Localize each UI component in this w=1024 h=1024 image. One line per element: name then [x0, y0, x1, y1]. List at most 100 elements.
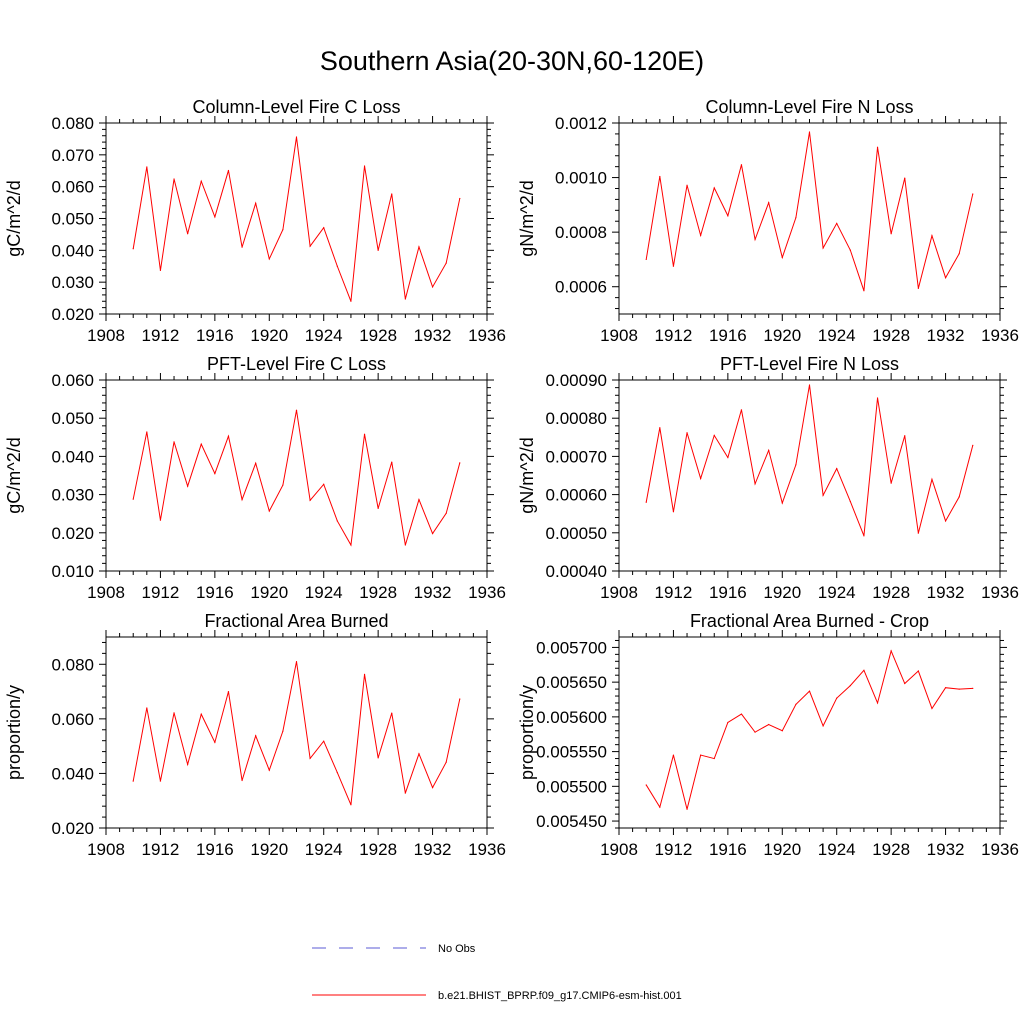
data-point [295, 409, 298, 411]
data-point [173, 441, 175, 443]
data-point [876, 146, 879, 148]
x-tick-label: 1924 [305, 583, 343, 602]
x-tick-label: 1916 [709, 840, 747, 859]
x-tick-label: 1924 [818, 326, 856, 345]
x-tick-label: 1916 [709, 583, 747, 602]
data-point [173, 712, 175, 714]
y-tick-label: 0.00070 [546, 447, 607, 466]
x-tick-label: 1928 [359, 326, 397, 345]
data-point [173, 178, 175, 180]
data-point [944, 520, 947, 522]
data-point [740, 713, 743, 715]
plot-frame [105, 636, 488, 829]
x-tick-label: 1928 [872, 326, 910, 345]
data-point [931, 235, 933, 237]
x-tick-label: 1908 [600, 326, 638, 345]
y-tick-label: 0.030 [51, 486, 94, 505]
data-point [309, 245, 311, 247]
data-point [890, 650, 892, 652]
x-tick-label: 1936 [468, 326, 506, 345]
data-point [836, 697, 838, 699]
data-point [686, 808, 688, 810]
panel-title: PFT-Level Fire N Loss [720, 354, 899, 374]
data-point [822, 725, 824, 727]
y-tick-label: 0.005650 [536, 673, 607, 692]
data-point [645, 501, 647, 503]
data-point [645, 784, 647, 786]
y-axis-label: gN/m^2/d [517, 180, 537, 256]
data-point [645, 258, 647, 261]
x-tick-label: 1928 [359, 840, 397, 859]
y-tick-label: 0.0010 [555, 169, 607, 188]
y-tick-label: 0.020 [51, 305, 94, 324]
data-point [214, 741, 216, 743]
data-point [727, 215, 729, 217]
data-point [958, 688, 960, 690]
data-point [849, 685, 851, 687]
x-tick-label: 1924 [305, 840, 343, 859]
data-point [768, 723, 770, 726]
data-point [672, 754, 675, 756]
data-point [917, 670, 919, 672]
data-point [418, 246, 420, 248]
data-point [227, 435, 230, 437]
x-tick-label: 1928 [872, 583, 910, 602]
y-axis-label: proportion/y [4, 685, 24, 780]
series-line [645, 649, 973, 810]
data-point [391, 193, 393, 195]
data-point [672, 511, 675, 513]
chart-panel-4: 1908 1912 1916 1920 1924 1928 1932 1936 0.00040 0… [517, 354, 1019, 602]
plot-frame [105, 379, 488, 572]
x-tick-label: 1912 [142, 840, 180, 859]
data-point [227, 690, 230, 693]
data-point [958, 253, 960, 255]
data-point [309, 499, 311, 501]
data-point [187, 485, 189, 487]
x-tick-label: 1912 [142, 583, 180, 602]
x-tick-label: 1932 [414, 583, 452, 602]
y-axis-label: proportion/y [517, 685, 537, 780]
x-tick-label: 1936 [981, 840, 1019, 859]
chart-panel-2: 1908 1912 1916 1920 1924 1928 1932 1936 0.0006 0.… [517, 97, 1019, 345]
data-point [659, 175, 661, 178]
data-point [200, 443, 202, 445]
x-tick-label: 1916 [196, 840, 234, 859]
data-point [363, 673, 366, 675]
y-tick-label: 0.0008 [555, 223, 607, 242]
data-point [700, 234, 702, 237]
data-point [336, 520, 338, 522]
data-point [931, 707, 933, 710]
data-point [404, 544, 406, 546]
data-point [187, 233, 189, 235]
data-point [836, 222, 838, 225]
data-point [255, 735, 257, 737]
series-line [132, 410, 461, 547]
data-point [282, 730, 284, 732]
data-point [132, 498, 134, 500]
data-point [146, 707, 148, 709]
data-point [323, 227, 325, 229]
x-tick-label: 1920 [250, 583, 288, 602]
data-point [418, 753, 420, 755]
x-tick-label: 1908 [87, 326, 125, 345]
data-point [972, 444, 974, 446]
data-point [363, 433, 366, 435]
y-tick-label: 0.0006 [555, 278, 607, 297]
data-point [445, 262, 447, 264]
x-tick-label: 1924 [305, 326, 343, 345]
y-tick-label: 0.050 [51, 210, 94, 229]
data-point [200, 713, 202, 715]
data-point [268, 769, 270, 771]
data-point [713, 187, 715, 189]
data-point [904, 682, 906, 685]
x-tick-label: 1920 [250, 840, 288, 859]
y-tick-label: 0.070 [51, 146, 94, 165]
data-point [255, 462, 257, 464]
plot-frame [618, 379, 1001, 572]
data-point [377, 757, 379, 759]
data-point [241, 779, 243, 782]
x-tick-label: 1916 [196, 583, 234, 602]
y-axis-label: gC/m^2/d [4, 437, 24, 513]
data-point [876, 702, 879, 704]
x-tick-label: 1920 [763, 326, 801, 345]
